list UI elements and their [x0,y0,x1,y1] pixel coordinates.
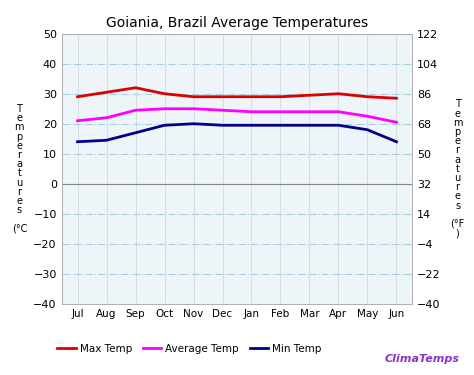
Max Temp [191,94,196,99]
Min Temp [162,123,167,128]
Average Temp [336,110,341,114]
Min Temp [278,123,283,128]
Min Temp [104,138,109,142]
Average Temp [365,114,370,118]
Average Temp [75,118,81,123]
Min Temp [133,130,138,135]
Max Temp [104,90,109,94]
Max Temp [365,94,370,99]
Min Temp [365,128,370,132]
Average Temp [278,110,283,114]
Average Temp [104,116,109,120]
Text: ClimaTemps: ClimaTemps [385,354,460,364]
Max Temp [278,94,283,99]
Max Temp [133,86,138,90]
Max Temp [162,92,167,96]
Average Temp [191,106,196,111]
Max Temp [219,94,225,99]
Average Temp [133,108,138,112]
Max Temp [393,96,399,100]
Max Temp [75,94,81,99]
Min Temp [249,123,255,128]
Min Temp [307,123,312,128]
Line: Average Temp: Average Temp [78,109,396,122]
Max Temp [336,92,341,96]
Max Temp [249,94,255,99]
Min Temp [393,140,399,144]
Min Temp [75,140,81,144]
Y-axis label: T
e
m
p
e
r
a
t
u
r
e
s

(°C: T e m p e r a t u r e s (°C [12,104,27,234]
Average Temp [219,108,225,112]
Min Temp [336,123,341,128]
Line: Min Temp: Min Temp [78,124,396,142]
Average Temp [162,106,167,111]
Title: Goiania, Brazil Average Temperatures: Goiania, Brazil Average Temperatures [106,16,368,30]
Line: Max Temp: Max Temp [78,88,396,98]
Min Temp [219,123,225,128]
Y-axis label: T
e
m
p
e
r
a
t
u
r
e
s

(°F
): T e m p e r a t u r e s (°F ) [450,99,465,238]
Max Temp [307,93,312,98]
Average Temp [393,120,399,124]
Average Temp [307,110,312,114]
Average Temp [249,110,255,114]
Min Temp [191,122,196,126]
Legend: Max Temp, Average Temp, Min Temp: Max Temp, Average Temp, Min Temp [53,340,326,358]
